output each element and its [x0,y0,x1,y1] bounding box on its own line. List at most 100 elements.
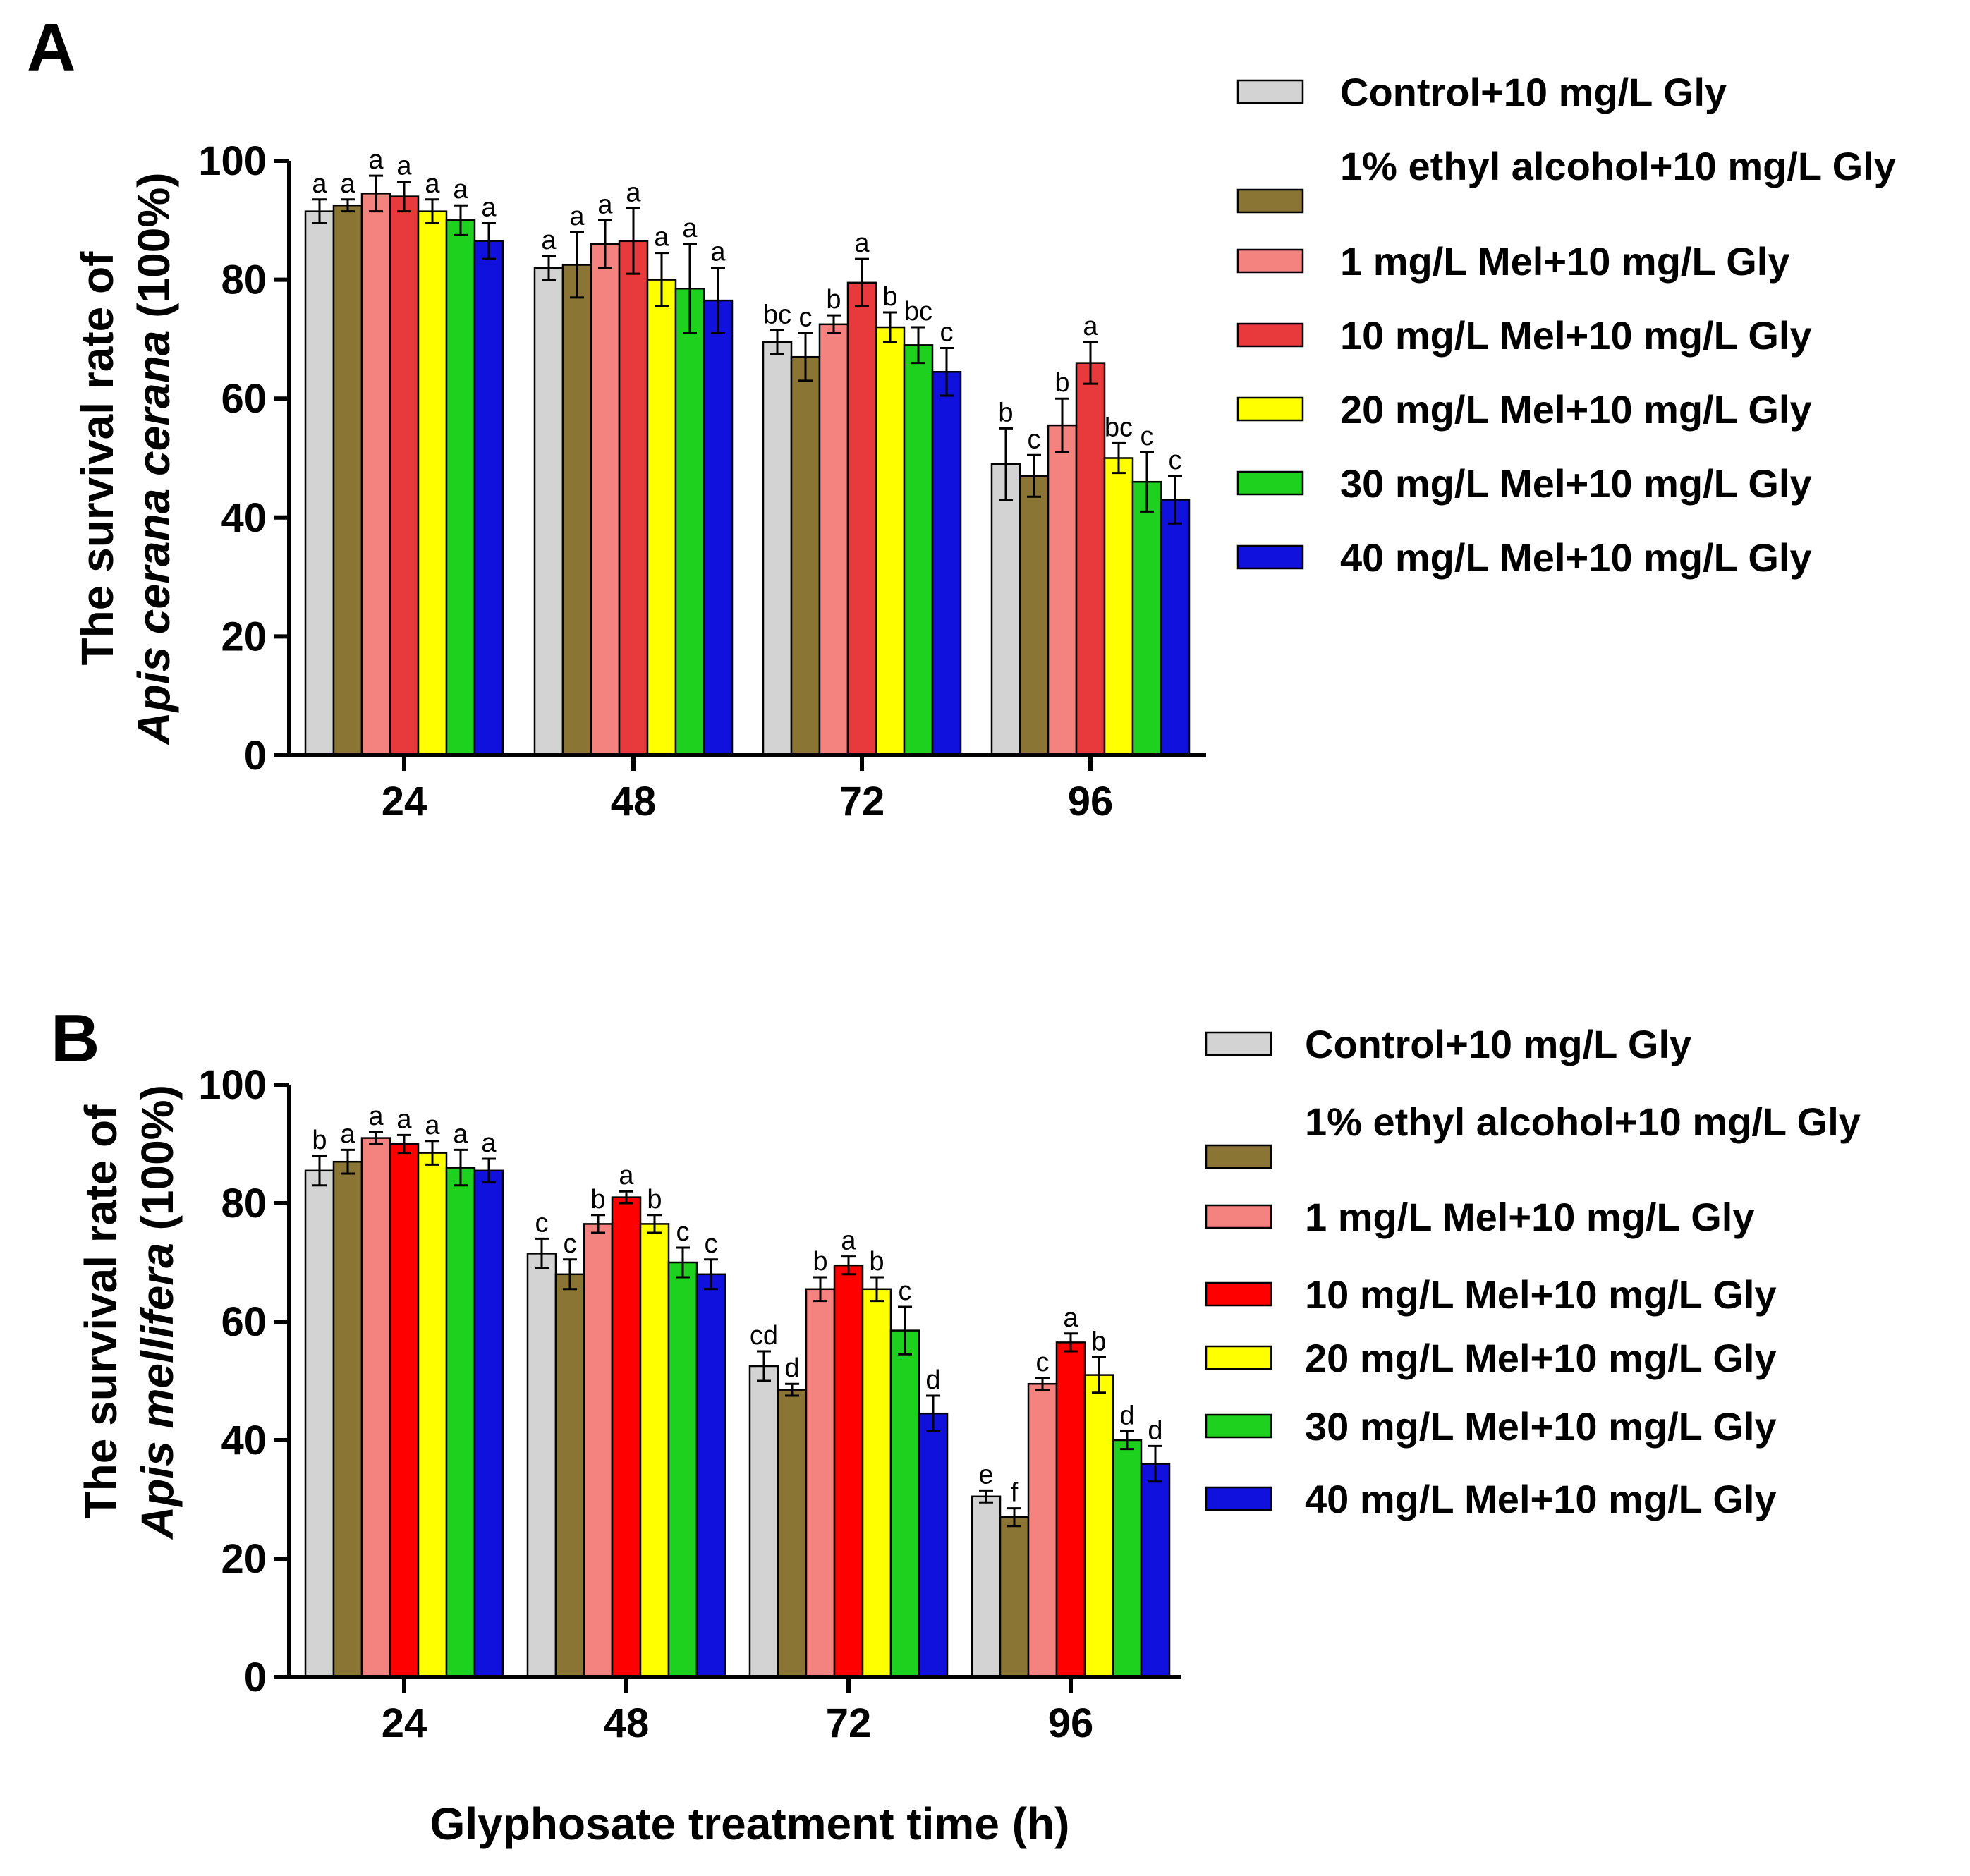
panel-b-y-tick-label-0: 0 [244,1655,267,1700]
panel-a-legend-label-3: 10 mg/L Mel+10 mg/L Gly [1340,313,1812,358]
panel-a-bar-24-s0 [304,210,335,757]
panel-b-legend-label-5: 30 mg/L Mel+10 mg/L Gly [1305,1404,1777,1449]
panel-a-y-tick-label-0: 0 [244,733,267,779]
panel-b-y-tick-label-80: 80 [221,1181,267,1226]
panel-a-bar-72-s1 [790,355,821,757]
panel-a-sig-letter-72-s3: a [854,229,870,258]
panel-a-bar-24-s3 [389,195,420,757]
panel-b-sig-letter-48-s5: c [676,1217,690,1247]
panel-b-bar-96-s1 [999,1516,1030,1679]
panel-b-x-tick-label-72: 72 [826,1700,872,1746]
panel-b-sig-letter-24-s6: a [481,1128,497,1158]
panel-b-legend-label-6: 40 mg/L Mel+10 mg/L Gly [1305,1477,1777,1521]
panel-b-sig-letter-96-s3: a [1063,1303,1078,1333]
panel-b-sig-letter-24-s1: a [340,1119,355,1149]
panel-b-bar-96-s2 [1027,1382,1058,1679]
panel-b-legend-swatch-2 [1205,1204,1272,1229]
panel-b-bar-24-s2 [360,1137,391,1679]
panel-b-bar-72-s6 [918,1412,949,1679]
panel-b-legend-swatch-1 [1205,1144,1272,1169]
panel-b-bar-48-s5 [667,1261,698,1679]
panel-b-legend-label-4: 20 mg/L Mel+10 mg/L Gly [1305,1336,1777,1380]
panel-a-sig-letter-96-s4: bc [1105,413,1133,442]
panel-b-bar-48-s6 [695,1273,726,1679]
panel-b-legend-swatch-3 [1205,1281,1272,1307]
panel-b-x-tick-label-48: 48 [604,1700,650,1746]
panel-b-bar-24-s3 [389,1143,420,1679]
panel-b-sig-letter-24-s5: a [453,1119,468,1149]
panel-b-sig-letter-72-s1: d [784,1353,799,1383]
panel-b-y-title-species: Apis mellifera [132,1243,183,1540]
panel-a-legend-label-6: 40 mg/L Mel+10 mg/L Gly [1340,535,1812,580]
panel-a-legend-label-2: 1 mg/L Mel+10 mg/L Gly [1340,239,1790,284]
panel-a-bar-96-s6 [1160,499,1191,757]
panel-a-sig-letter-96-s3: a [1083,312,1098,341]
panel-a-bar-96-s1 [1019,475,1050,757]
panel-a-sig-letter-72-s0: bc [763,300,791,329]
panel-a-sig-letter-24-s0: a [312,169,327,199]
panel-a-legend-swatch-3 [1236,322,1304,348]
panel-a-x-tick-label-48: 48 [611,779,657,824]
panel-a-sig-letter-96-s0: b [998,398,1013,427]
panel-b-legend-swatch-0 [1205,1031,1272,1056]
panel-b-sig-letter-72-s6: d [925,1365,940,1395]
panel-b-sig-letter-48-s6: c [705,1229,718,1259]
panel-b-bar-48-s1 [554,1273,585,1679]
panel-a-legend-swatch-4 [1236,396,1304,422]
panel-b-sig-letter-24-s2: a [368,1102,384,1131]
panel-b-sig-letter-72-s4: b [869,1247,884,1277]
panel-a-x-tick-label-72: 72 [839,779,885,824]
panel-a-bar-48-s5 [674,287,705,757]
panel-a-sig-letter-48-s5: a [682,214,698,243]
panel-a-sig-letter-48-s3: a [626,178,641,207]
panel-b-bar-72-s3 [833,1264,864,1679]
panel-a-legend-swatch-2 [1236,248,1304,274]
panel-b-sig-letter-48-s1: c [564,1229,577,1259]
panel-a-bar-96-s0 [990,463,1021,757]
panel-a-bar-96-s4 [1103,457,1134,757]
panel-b-legend: Control+10 mg/L Gly 1% ethyl alcohol+10 m… [1205,1022,1861,1521]
panel-b-bar-24-s4 [417,1152,448,1679]
panel-a-y-tick-label-100: 100 [198,138,267,184]
panel-b-legend-swatch-6 [1205,1486,1272,1511]
panel-b-bar-96-s4 [1083,1374,1114,1679]
panel-a-legend-swatch-1 [1236,188,1304,214]
panel-a-legend-label-5: 30 mg/L Mel+10 mg/L Gly [1340,461,1812,506]
panel-b-legend-label-3: 10 mg/L Mel+10 mg/L Gly [1305,1272,1777,1317]
panel-b-y-tick-label-60: 60 [221,1299,267,1345]
panel-a-bar-96-s5 [1131,480,1162,757]
panel-b-sig-letter-96-s5: d [1119,1401,1134,1430]
panel-a-legend-swatch-5 [1236,470,1304,496]
panel-a-bar-96-s3 [1075,362,1106,757]
panel-a-bar-24-s4 [417,210,448,757]
panel-a-bar-72-s4 [875,326,906,757]
panel-a-bar-96-s2 [1047,424,1078,757]
panel-b-legend-label-0: Control+10 mg/L Gly [1305,1022,1691,1066]
panel-b-sig-letter-96-s0: e [978,1460,993,1490]
panel-b-legend-label-1: 1% ethyl alcohol+10 mg/L Gly [1305,1100,1861,1144]
panel-b-sig-letter-96-s6: d [1148,1415,1162,1445]
panel-b-bar-96-s0 [971,1495,1002,1679]
panel-a-legend-label-4: 20 mg/L Mel+10 mg/L Gly [1340,387,1812,432]
panel-b-bar-24-s0 [304,1169,335,1679]
panel-a-y-title-unit: (100%) [128,172,179,317]
panel-a-sig-letter-24-s5: a [453,175,468,205]
panel-a-y-tick-label-40: 40 [221,495,267,541]
panel-a-sig-letter-96-s2: b [1054,368,1069,398]
panel-a-plot-area: aabcbaaccaabbaaaaaabbcaabccaacc020406080… [198,138,1206,824]
panel-b-x-tick-label-96: 96 [1048,1700,1094,1746]
panel-b-sig-letter-72-s2: b [813,1247,827,1277]
panel-a-sig-letter-48-s4: a [654,223,669,252]
panel-a-bar-48-s4 [646,279,677,757]
panel-b-y-tick-label-100: 100 [198,1062,267,1108]
panel-a-legend-swatch-6 [1236,544,1304,570]
panel-b-y-title-line1: The survival rate of [75,1104,126,1519]
panel-a-x-tick-label-24: 24 [382,779,427,824]
panel-b-sig-letter-72-s3: a [841,1226,856,1256]
panel-a-bar-24-s5 [445,219,476,757]
panel-a-legend: Control+10 mg/L Gly 1% ethyl alcohol+10 m… [1236,70,1896,580]
panel-b-y-title-unit: (100%) [132,1085,183,1230]
panel-a-legend-label-1: 1% ethyl alcohol+10 mg/L Gly [1340,144,1896,188]
panel-b-sig-letter-96-s1: f [1011,1478,1019,1508]
panel-b-sig-letter-48-s3: a [619,1161,634,1190]
